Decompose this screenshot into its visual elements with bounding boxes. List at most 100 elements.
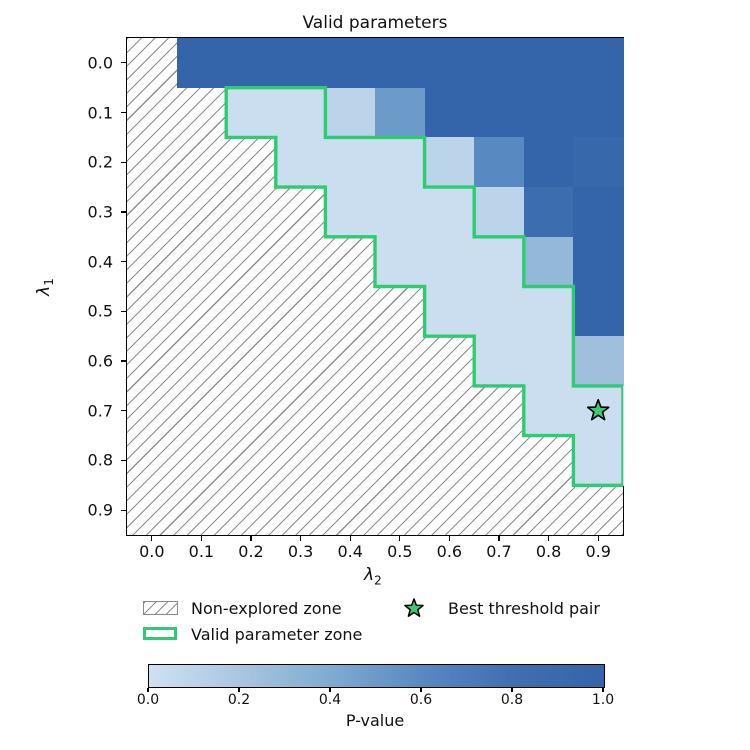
- heatmap-cell: [523, 236, 574, 288]
- heatmap-cell: [375, 187, 426, 238]
- heatmap-cell: [573, 87, 624, 138]
- x-tick-label: 0.3: [287, 542, 314, 561]
- x-axis-label: λ2: [364, 565, 382, 588]
- y-tick-mark: [121, 111, 126, 114]
- heatmap-cell: [226, 87, 277, 138]
- plot-overlay: [224, 86, 623, 487]
- legend-label-valid-zone: Valid parameter zone: [191, 625, 363, 644]
- x-tick-mark: [151, 536, 153, 541]
- y-tick-mark: [121, 410, 126, 412]
- heatmap-cell: [226, 38, 277, 89]
- heatmap-cell: [474, 187, 525, 238]
- heatmap-cell: [424, 236, 475, 288]
- y-tick-mark: [121, 459, 126, 462]
- heatmap-cell: [573, 336, 624, 387]
- y-axis-label: λ1: [33, 278, 57, 296]
- y-tick-label: 0.5: [87, 301, 113, 321]
- x-tick-mark: [498, 536, 500, 541]
- heatmap-cell: [325, 187, 376, 238]
- heatmap-cell: [424, 286, 475, 337]
- x-tick-label: 0.0: [139, 542, 165, 561]
- heatmap-cell: [424, 38, 475, 89]
- heatmap-cell: [573, 236, 624, 288]
- colorbar-tick-label: 0.2: [227, 692, 251, 708]
- x-tick-label: 0.2: [238, 542, 264, 561]
- x-tick-label: 0.7: [486, 542, 512, 561]
- heatmap-cell: [176, 38, 227, 89]
- best-pair-star-marker: [586, 398, 610, 421]
- heatmap-cell: [275, 137, 326, 188]
- heatmap-cell: [375, 137, 426, 188]
- valid-zone-swatch-icon: [143, 627, 177, 640]
- chart-title: Valid parameters: [302, 13, 448, 33]
- colorbar-tick-label: 0.0: [136, 692, 160, 708]
- heatmap-cell: [573, 137, 624, 188]
- x-tick-label: 0.4: [337, 542, 363, 561]
- colorbar-label: P-value: [345, 711, 405, 730]
- x-tick-mark: [349, 536, 351, 541]
- legend-label-best-pair: Best threshold pair: [448, 599, 600, 618]
- colorbar-tick-mark: [511, 688, 513, 692]
- x-tick-label: 0.5: [387, 542, 413, 561]
- heatmap-cell: [275, 87, 326, 138]
- colorbar-tick-label: 0.4: [318, 692, 342, 708]
- x-tick-mark: [399, 536, 401, 541]
- y-tick-mark: [121, 211, 126, 213]
- y-tick-mark: [121, 360, 126, 362]
- x-tick-label: 0.6: [436, 542, 463, 561]
- heatmap-cell: [523, 87, 574, 138]
- heatmap-cell: [573, 286, 624, 337]
- heatmap-cell: [375, 38, 426, 89]
- y-tick-label: 0.3: [87, 202, 113, 222]
- y-tick-label: 0.9: [87, 500, 113, 520]
- y-tick-label: 0.4: [87, 252, 113, 272]
- colorbar-tick-label: 1.0: [591, 692, 615, 708]
- x-tick-mark: [200, 536, 202, 541]
- colorbar-tick-mark: [147, 688, 149, 692]
- colorbar-tick-mark: [329, 688, 331, 692]
- y-tick-mark: [121, 261, 126, 263]
- y-tick-mark: [121, 62, 126, 64]
- heatmap-cell: [523, 38, 574, 89]
- colorbar-tick-label: 0.8: [500, 692, 524, 708]
- heatmap-cell: [573, 187, 624, 238]
- colorbar-tick-mark: [420, 688, 422, 692]
- x-tick-label: 0.9: [585, 542, 611, 561]
- heatmap-cell: [523, 286, 574, 337]
- y-tick-label: 0.2: [87, 152, 113, 172]
- heatmap-cell: [375, 236, 426, 288]
- heatmap-cell: [375, 87, 426, 138]
- heatmap-cell: [325, 87, 376, 138]
- heatmap-cell: [523, 385, 574, 437]
- heatmap-cell: [424, 137, 475, 188]
- heatmap-cell: [523, 336, 574, 387]
- non-explored-swatch-icon: [143, 601, 178, 615]
- heatmap-cell: [474, 236, 525, 288]
- x-tick-mark: [448, 536, 450, 541]
- y-tick-label: 0.1: [87, 103, 113, 123]
- heatmap-cell: [325, 38, 376, 89]
- heatmap-cell: [573, 435, 624, 486]
- y-tick-mark: [121, 310, 126, 312]
- heatmap-cell: [325, 137, 376, 188]
- colorbar: [148, 664, 605, 688]
- x-tick-mark: [300, 536, 302, 541]
- colorbar-tick-mark: [602, 688, 604, 692]
- star-icon: [404, 598, 424, 617]
- heatmap-cell: [424, 87, 475, 138]
- heatmap-cell: [474, 38, 525, 89]
- heatmap-cell: [275, 38, 326, 89]
- y-tick-label: 0.0: [87, 53, 113, 73]
- heatmap-plot: [126, 37, 624, 536]
- colorbar-tick-label: 0.6: [409, 692, 433, 708]
- y-tick-label: 0.7: [87, 401, 113, 421]
- heatmap-cell: [474, 87, 525, 138]
- x-tick-label: 0.1: [188, 542, 215, 561]
- heatmap-cell: [523, 137, 574, 188]
- legend-label-non-explored: Non-explored zone: [191, 599, 342, 618]
- heatmap-cell: [573, 38, 624, 89]
- colorbar-tick-mark: [238, 688, 240, 692]
- x-tick-mark: [597, 536, 599, 541]
- y-tick-mark: [121, 509, 126, 511]
